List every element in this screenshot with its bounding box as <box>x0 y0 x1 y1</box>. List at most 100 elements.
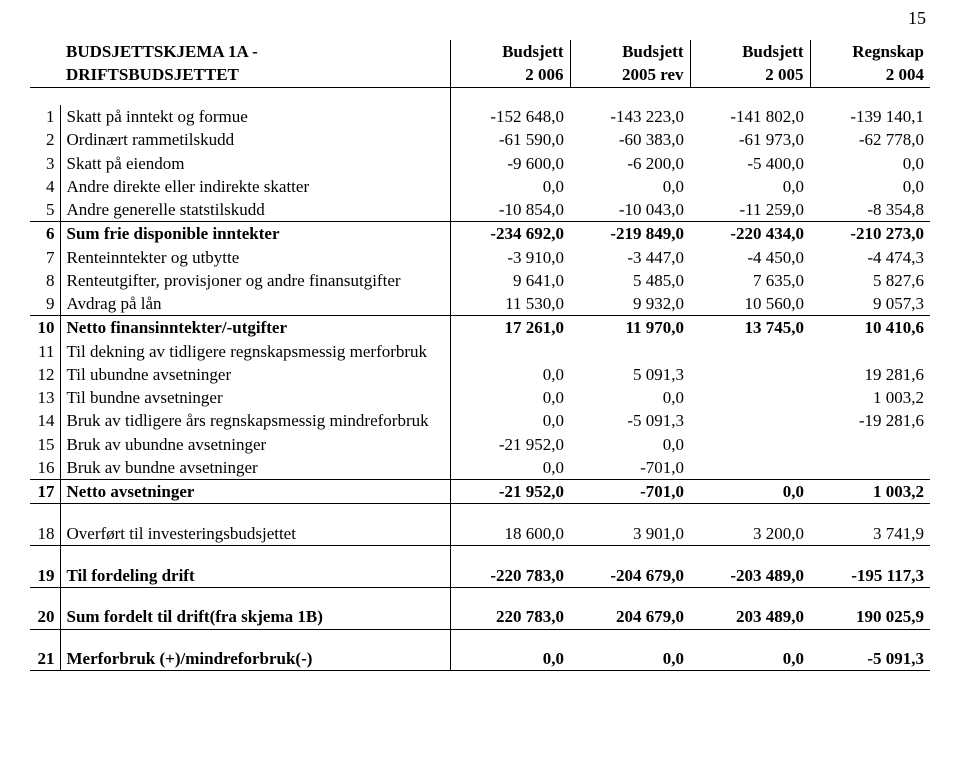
row-value: -204 679,0 <box>570 564 690 588</box>
row-label: Renteinntekter og utbytte <box>60 246 450 269</box>
spacer-row <box>30 87 930 105</box>
row-value: 5 827,6 <box>810 269 930 292</box>
row-value <box>810 340 930 363</box>
row-label: Merforbruk (+)/mindreforbruk(-) <box>60 647 450 671</box>
budget-table: BUDSJETTSKJEMA 1A - Budsjett Budsjett Bu… <box>30 40 930 671</box>
row-label: Overført til investeringsbudsjettet <box>60 522 450 546</box>
row-number: 15 <box>30 433 60 456</box>
row-value: -21 952,0 <box>450 433 570 456</box>
row-value <box>690 386 810 409</box>
row-value: 1 003,2 <box>810 386 930 409</box>
table-row: 11Til dekning av tidligere regnskapsmess… <box>30 340 930 363</box>
row-value: -61 973,0 <box>690 128 810 151</box>
row-number: 5 <box>30 198 60 222</box>
row-value: 5 091,3 <box>570 363 690 386</box>
row-value <box>690 363 810 386</box>
row-value: -139 140,1 <box>810 105 930 128</box>
row-value: 0,0 <box>450 386 570 409</box>
row-number: 18 <box>30 522 60 546</box>
row-value: -8 354,8 <box>810 198 930 222</box>
row-value: -141 802,0 <box>690 105 810 128</box>
table-row: 17Netto avsetninger-21 952,0-701,00,01 0… <box>30 480 930 504</box>
row-value: -4 474,3 <box>810 246 930 269</box>
row-value: 220 783,0 <box>450 605 570 629</box>
row-value: -5 091,3 <box>570 409 690 432</box>
row-label: Netto finansinntekter/-utgifter <box>60 316 450 340</box>
row-number: 19 <box>30 564 60 588</box>
row-value: 0,0 <box>450 647 570 671</box>
row-value: -5 091,3 <box>810 647 930 671</box>
table-row: 7Renteinntekter og utbytte-3 910,0-3 447… <box>30 246 930 269</box>
header-col-3-bot: 2 005 <box>690 63 810 87</box>
row-number: 17 <box>30 480 60 504</box>
row-number: 7 <box>30 246 60 269</box>
table-row: 10Netto finansinntekter/-utgifter17 261,… <box>30 316 930 340</box>
spacer-row <box>30 629 930 647</box>
row-label: Bruk av tidligere års regnskapsmessig mi… <box>60 409 450 432</box>
row-value: 11 530,0 <box>450 292 570 316</box>
row-value <box>570 340 690 363</box>
row-number: 3 <box>30 152 60 175</box>
table-row: 8Renteutgifter, provisjoner og andre fin… <box>30 269 930 292</box>
header-blank <box>30 40 60 63</box>
row-number: 10 <box>30 316 60 340</box>
row-value: 203 489,0 <box>690 605 810 629</box>
row-value <box>690 456 810 480</box>
row-label: Avdrag på lån <box>60 292 450 316</box>
row-value: -19 281,6 <box>810 409 930 432</box>
row-label: Renteutgifter, provisjoner og andre fina… <box>60 269 450 292</box>
header-col-3-top: Budsjett <box>690 40 810 63</box>
table-row: 12Til ubundne avsetninger0,05 091,319 28… <box>30 363 930 386</box>
row-value: -10 043,0 <box>570 198 690 222</box>
spacer-row <box>30 546 930 564</box>
table-row: 2Ordinært rammetilskudd-61 590,0-60 383,… <box>30 128 930 151</box>
row-value: 10 410,6 <box>810 316 930 340</box>
row-value: -61 590,0 <box>450 128 570 151</box>
row-value: 0,0 <box>570 647 690 671</box>
table-header-row-1: BUDSJETTSKJEMA 1A - Budsjett Budsjett Bu… <box>30 40 930 63</box>
table-row: 19Til fordeling drift-220 783,0-204 679,… <box>30 564 930 588</box>
row-number: 11 <box>30 340 60 363</box>
header-title-1: BUDSJETTSKJEMA 1A - <box>60 40 450 63</box>
row-value: 13 745,0 <box>690 316 810 340</box>
table-row: 5Andre generelle statstilskudd-10 854,0-… <box>30 198 930 222</box>
header-title-2: DRIFTSBUDSJETTET <box>60 63 450 87</box>
row-label: Skatt på eiendom <box>60 152 450 175</box>
row-value: 0,0 <box>450 409 570 432</box>
row-value: -220 434,0 <box>690 222 810 246</box>
row-number: 21 <box>30 647 60 671</box>
row-label: Andre direkte eller indirekte skatter <box>60 175 450 198</box>
row-label: Ordinært rammetilskudd <box>60 128 450 151</box>
row-value: 0,0 <box>690 175 810 198</box>
row-value: -152 648,0 <box>450 105 570 128</box>
row-value: 18 600,0 <box>450 522 570 546</box>
table-row: 15Bruk av ubundne avsetninger-21 952,00,… <box>30 433 930 456</box>
row-label: Sum frie disponible inntekter <box>60 222 450 246</box>
row-number: 14 <box>30 409 60 432</box>
row-value: 0,0 <box>450 175 570 198</box>
row-value: 9 057,3 <box>810 292 930 316</box>
row-number: 12 <box>30 363 60 386</box>
table-row: 13Til bundne avsetninger0,00,01 003,2 <box>30 386 930 409</box>
row-value: 9 932,0 <box>570 292 690 316</box>
row-value: 0,0 <box>810 152 930 175</box>
row-value: 0,0 <box>690 647 810 671</box>
row-label: Til dekning av tidligere regnskapsmessig… <box>60 340 450 363</box>
table-row: 4Andre direkte eller indirekte skatter0,… <box>30 175 930 198</box>
row-number: 16 <box>30 456 60 480</box>
row-number: 4 <box>30 175 60 198</box>
row-value <box>810 456 930 480</box>
row-value: -701,0 <box>570 480 690 504</box>
row-value <box>450 340 570 363</box>
row-number: 8 <box>30 269 60 292</box>
row-value: 0,0 <box>570 175 690 198</box>
row-value: 3 901,0 <box>570 522 690 546</box>
page-number: 15 <box>908 8 926 29</box>
row-value: 0,0 <box>690 480 810 504</box>
row-value <box>690 433 810 456</box>
spacer-row <box>30 587 930 605</box>
row-value: 204 679,0 <box>570 605 690 629</box>
table-row: 1Skatt på inntekt og formue-152 648,0-14… <box>30 105 930 128</box>
table-header-row-2: DRIFTSBUDSJETTET 2 006 2005 rev 2 005 2 … <box>30 63 930 87</box>
row-label: Bruk av ubundne avsetninger <box>60 433 450 456</box>
